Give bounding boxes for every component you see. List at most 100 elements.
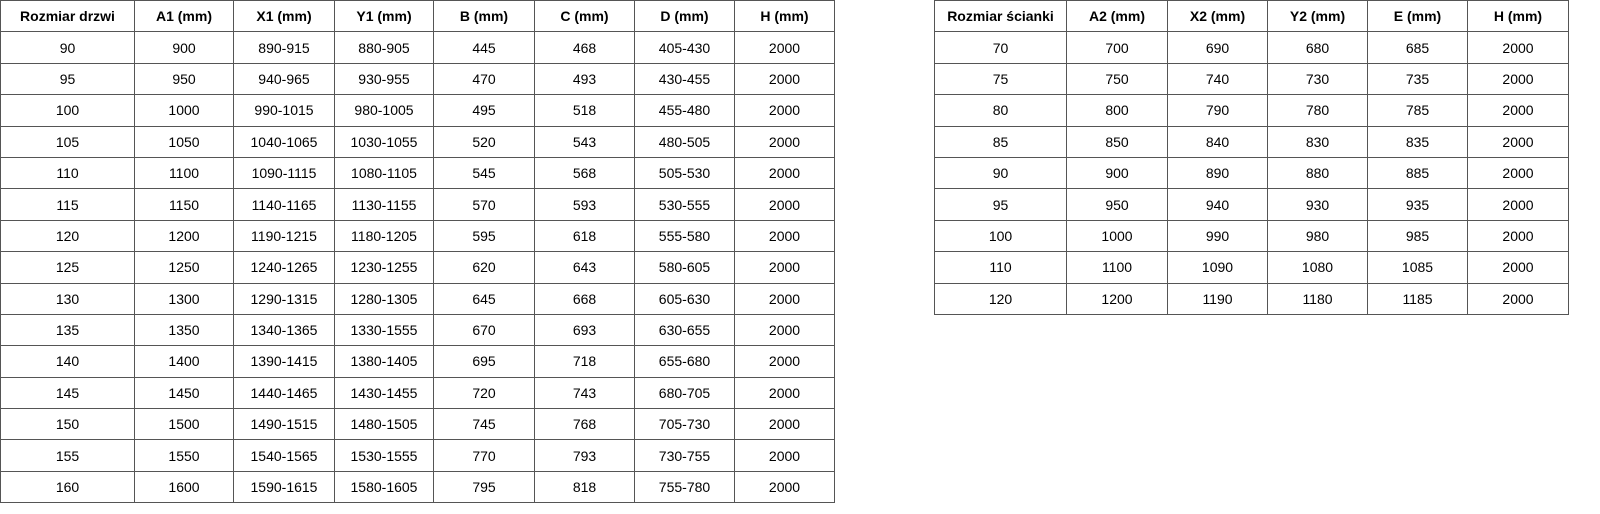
column-header: H (mm) [1467, 0, 1569, 33]
table-cell: 685 [1367, 31, 1468, 64]
table-cell: 690 [1167, 31, 1268, 64]
table-cell: 740 [1167, 62, 1268, 96]
table-cell: 818 [534, 470, 635, 504]
table-cell: 518 [534, 94, 635, 127]
column-header: A1 (mm) [134, 0, 234, 33]
column-header: D (mm) [634, 0, 735, 33]
table-cell: 1200 [134, 219, 234, 253]
table-cell: 1450 [134, 376, 234, 410]
table-cell: 990 [1167, 219, 1268, 253]
table-cell: 755-780 [634, 470, 735, 504]
table-cell: 1085 [1367, 251, 1468, 284]
table-cell: 1290-1315 [233, 282, 335, 315]
table-cell: 2000 [734, 62, 835, 96]
table-cell: 80 [934, 94, 1067, 127]
table-cell: 595 [433, 219, 535, 253]
table-cell: 120 [0, 219, 135, 253]
table-cell: 790 [1167, 94, 1268, 127]
table-cell: 1590-1615 [233, 470, 335, 504]
wall-size-table: Rozmiar ścianki A2 (mm) X2 (mm) Y2 (mm) E (m… [934, 0, 1569, 315]
table-cell: 1090 [1167, 251, 1268, 284]
table-cell: 695 [433, 345, 535, 378]
table-cell: 150 [0, 408, 135, 441]
table-cell: 100 [0, 94, 135, 127]
table-cell: 2000 [1467, 251, 1569, 284]
column-header: Y1 (mm) [334, 0, 434, 33]
table-row: 155 1550 1540-1565 1530-1555 770 793 730-755 20… [0, 439, 835, 472]
column-header: Rozmiar drzwi [0, 0, 135, 33]
table-cell: 795 [433, 470, 535, 504]
table-cell: 1140-1165 [233, 188, 335, 221]
table-cell: 850 [1066, 125, 1168, 158]
table-cell: 680 [1267, 31, 1368, 64]
table-cell: 718 [534, 345, 635, 378]
table-row: 95 950 940-965 930-955 470 493 430-455 2000 [0, 62, 835, 96]
table-cell: 568 [534, 156, 635, 190]
table-cell: 935 [1367, 188, 1468, 221]
table-cell: 1440-1465 [233, 376, 335, 410]
table-cell: 2000 [1467, 156, 1569, 190]
table-cell: 1200 [1066, 282, 1168, 315]
table-cell: 645 [433, 282, 535, 315]
table-cell: 505-530 [634, 156, 735, 190]
table-cell: 1430-1455 [334, 376, 434, 410]
table-cell: 770 [433, 439, 535, 472]
table-cell: 840 [1167, 125, 1268, 158]
table-row: 95 950 940 930 935 2000 [934, 188, 1569, 221]
table-cell: 1090-1115 [233, 156, 335, 190]
table-cell: 570 [433, 188, 535, 221]
table-row: 85 850 840 830 835 2000 [934, 125, 1569, 158]
table-row: 110 1100 1090 1080 1085 2000 [934, 251, 1569, 284]
table-cell: 110 [934, 251, 1067, 284]
table-cell: 85 [934, 125, 1067, 158]
table-cell: 800 [1066, 94, 1168, 127]
table-cell: 980 [1267, 219, 1368, 253]
table-cell: 750 [1066, 62, 1168, 96]
table-cell: 430-455 [634, 62, 735, 96]
table-cell: 735 [1367, 62, 1468, 96]
column-header: Y2 (mm) [1267, 0, 1368, 33]
table-cell: 618 [534, 219, 635, 253]
table-row: 90 900 890 880 885 2000 [934, 156, 1569, 190]
table-cell: 990-1015 [233, 94, 335, 127]
table-cell: 745 [433, 408, 535, 441]
table-cell: 1000 [134, 94, 234, 127]
table-cell: 1490-1515 [233, 408, 335, 441]
table-cell: 1030-1055 [334, 125, 434, 158]
table-cell: 445 [433, 31, 535, 64]
table-cell: 593 [534, 188, 635, 221]
table-row: 80 800 790 780 785 2000 [934, 94, 1569, 127]
table-cell: 2000 [734, 188, 835, 221]
table-cell: 455-480 [634, 94, 735, 127]
table-cell: 70 [934, 31, 1067, 64]
table-cell: 655-680 [634, 345, 735, 378]
table-cell: 1540-1565 [233, 439, 335, 472]
table-cell: 2000 [1467, 31, 1569, 64]
table-cell: 405-430 [634, 31, 735, 64]
table-cell: 885 [1367, 156, 1468, 190]
table-cell: 1390-1415 [233, 345, 335, 378]
table-cell: 480-505 [634, 125, 735, 158]
table-cell: 100 [934, 219, 1067, 253]
table-cell: 1480-1505 [334, 408, 434, 441]
table-cell: 1500 [134, 408, 234, 441]
table-cell: 830 [1267, 125, 1368, 158]
column-header: X1 (mm) [233, 0, 335, 33]
table-cell: 1040-1065 [233, 125, 335, 158]
table-cell: 605-630 [634, 282, 735, 315]
table-cell: 1230-1255 [334, 251, 434, 284]
table-cell: 90 [934, 156, 1067, 190]
table-cell: 900 [134, 31, 234, 64]
table-cell: 2000 [734, 219, 835, 253]
table-cell: 1100 [1066, 251, 1168, 284]
table-cell: 980-1005 [334, 94, 434, 127]
table-cell: 95 [0, 62, 135, 96]
table-row: 140 1400 1390-1415 1380-1405 695 718 655-680 20… [0, 345, 835, 378]
table-cell: 530-555 [634, 188, 735, 221]
table-cell: 1600 [134, 470, 234, 504]
table-row: 70 700 690 680 685 2000 [934, 31, 1569, 64]
table-cell: 2000 [734, 31, 835, 64]
table-cell: 145 [0, 376, 135, 410]
table-cell: 2000 [734, 282, 835, 315]
table-cell: 2000 [734, 408, 835, 441]
